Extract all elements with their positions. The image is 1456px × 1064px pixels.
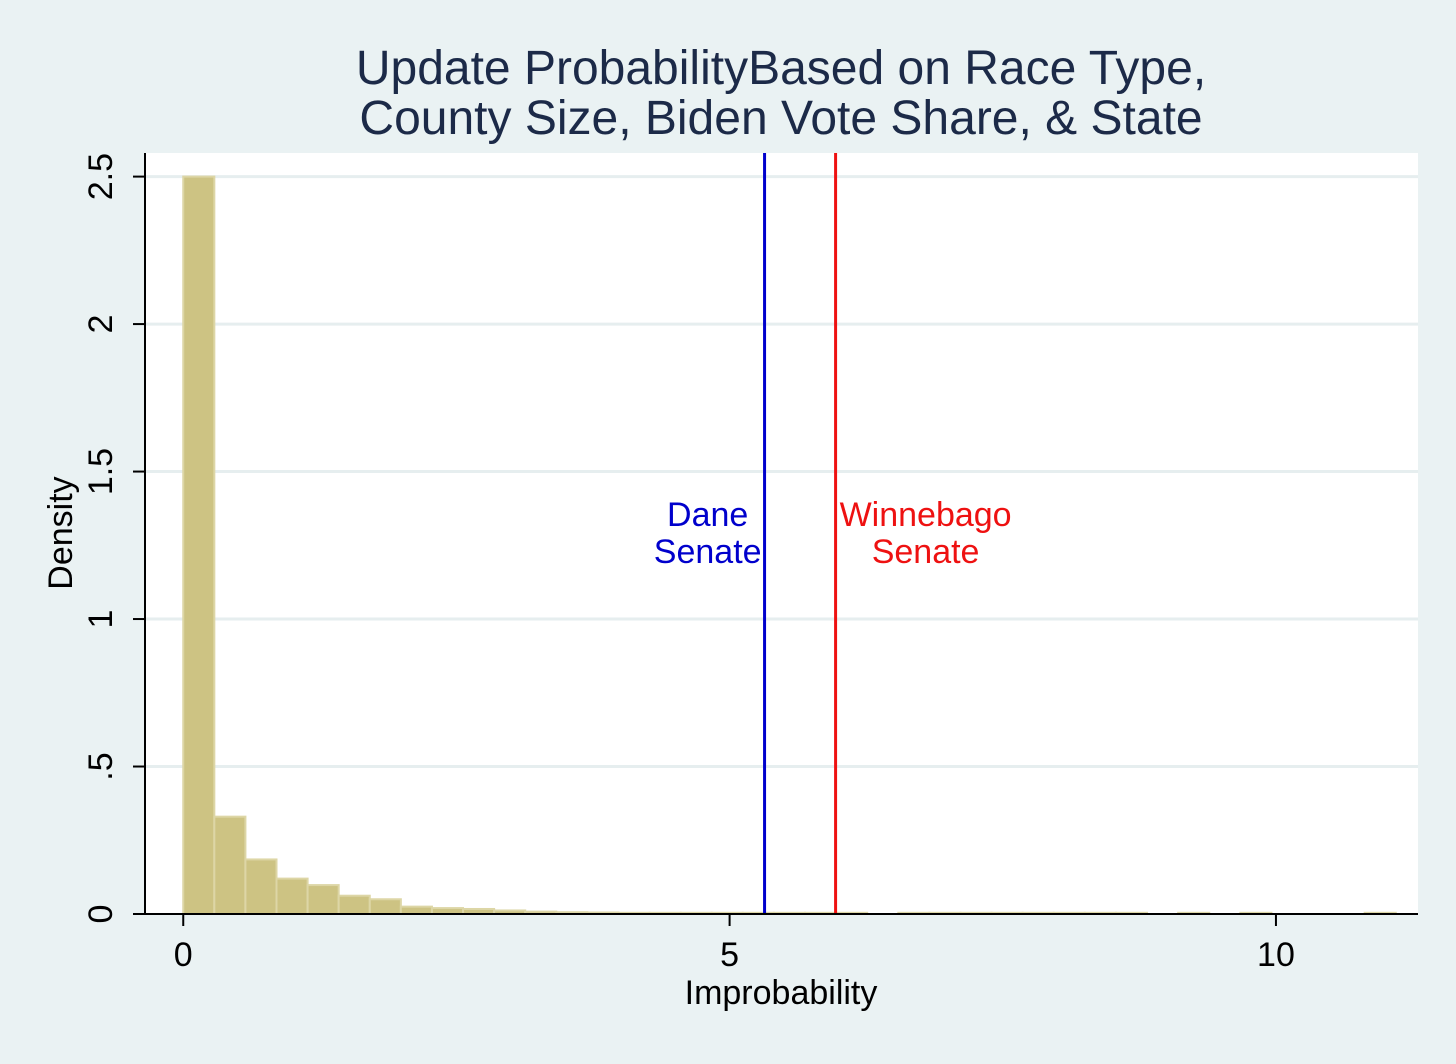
- histogram-bar: [306, 884, 340, 916]
- chart-title: Update ProbabilityBased on Race Type,: [356, 42, 1206, 95]
- histogram-bar: [399, 905, 433, 916]
- reference-label-dane: Senate: [654, 533, 762, 571]
- y-axis-title: Density: [42, 476, 80, 589]
- histogram-bar: [337, 894, 371, 915]
- y-tick-label: .5: [82, 752, 120, 780]
- y-tick-label: 0: [82, 905, 120, 924]
- histogram-bar: [244, 858, 278, 916]
- y-tick-label: 2: [82, 315, 120, 334]
- plot-area: [145, 153, 1418, 914]
- histogram-bar: [182, 175, 216, 915]
- y-tick-label: 2.5: [82, 153, 120, 200]
- x-axis-title: Improbability: [685, 974, 878, 1012]
- chart-title: County Size, Biden Vote Share, & State: [359, 92, 1202, 145]
- y-tick-label: 1.5: [82, 448, 120, 495]
- histogram-bar: [213, 815, 247, 915]
- x-tick-label: 5: [720, 936, 739, 974]
- reference-label-dane: Dane: [667, 496, 748, 534]
- histogram-bar: [275, 877, 309, 916]
- x-tick-label: 10: [1257, 936, 1295, 974]
- histogram-bar: [368, 898, 402, 916]
- y-tick-label: 1: [82, 610, 120, 629]
- x-tick-label: 0: [174, 936, 193, 974]
- reference-label-winnebago: Winnebago: [840, 496, 1012, 534]
- reference-label-winnebago: Senate: [872, 533, 980, 571]
